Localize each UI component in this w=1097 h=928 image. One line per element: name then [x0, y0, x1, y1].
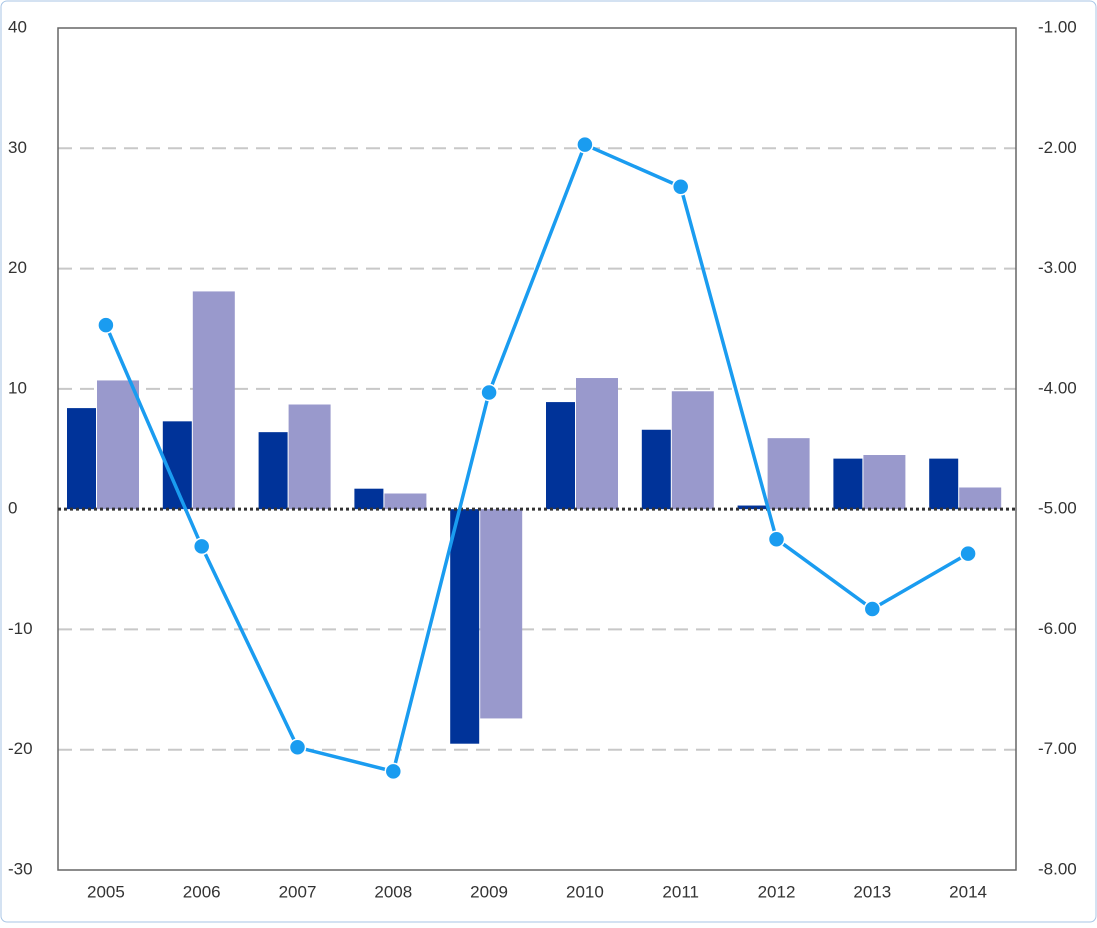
bar	[450, 509, 480, 744]
bar	[641, 429, 671, 510]
line-point	[288, 738, 307, 757]
x-tick-label: 2011	[662, 882, 699, 901]
bar	[576, 378, 618, 510]
x-tick-label: 2010	[566, 882, 604, 901]
line-point	[384, 762, 403, 781]
x-tick-label: 2008	[374, 882, 412, 901]
line-point	[863, 600, 882, 618]
bar	[258, 432, 288, 510]
line-point	[959, 544, 977, 563]
x-tick-label: 2013	[853, 882, 891, 901]
y2-tick-label: -4.00	[1038, 378, 1077, 397]
y2-tick-label: -1.00	[1038, 17, 1077, 36]
bar	[480, 509, 523, 719]
y-tick-label: -10	[8, 619, 33, 638]
bar	[192, 291, 235, 510]
bar	[833, 458, 863, 510]
x-tick-label: 2009	[470, 882, 508, 901]
bar	[929, 458, 959, 510]
x-tick-label: 2014	[949, 882, 987, 901]
line-point	[97, 316, 115, 334]
line-point	[767, 530, 786, 548]
y-tick-label: 20	[8, 258, 27, 277]
x-tick-label: 2005	[87, 882, 125, 901]
bar	[97, 380, 139, 510]
y2-tick-label: -8.00	[1038, 859, 1077, 878]
y-tick-label: 10	[8, 378, 27, 397]
y-tick-label: -20	[8, 739, 33, 758]
bar	[546, 402, 575, 510]
y2-tick-label: -7.00	[1038, 739, 1077, 758]
x-tick-label: 2012	[758, 882, 796, 901]
y2-tick-label: -6.00	[1038, 619, 1077, 638]
y-tick-label: -30	[8, 859, 33, 878]
bar	[737, 505, 767, 510]
bar	[288, 404, 331, 510]
line-point	[480, 383, 498, 402]
y-tick-label: 30	[8, 138, 27, 157]
y2-tick-label: -5.00	[1038, 499, 1077, 518]
plot-area	[57, 27, 1017, 871]
line	[104, 142, 969, 774]
y2-tick-label: -3.00	[1038, 258, 1077, 277]
y-tick-label: 40	[8, 17, 27, 36]
bar	[767, 438, 810, 510]
y-tick-label: 0	[8, 499, 17, 518]
bar	[671, 391, 714, 510]
bar	[354, 488, 384, 510]
x-tick-label: 2007	[279, 882, 317, 901]
bar	[863, 455, 906, 510]
line-point	[671, 178, 690, 196]
y2-tick-label: -2.00	[1038, 138, 1077, 157]
line-point	[192, 537, 211, 556]
x-tick-label: 2006	[183, 882, 221, 901]
bar	[67, 408, 96, 510]
bar	[384, 493, 427, 510]
bar	[959, 487, 1002, 510]
line-point	[576, 135, 594, 154]
